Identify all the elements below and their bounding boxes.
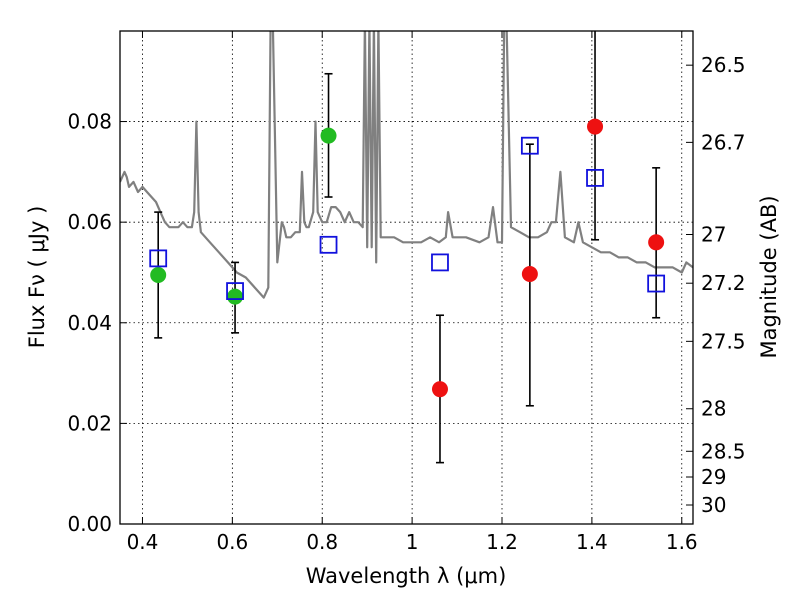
ticks-layer: 0.4 0.6 0.8 1 1.2 1.4 1.6 0.00 0.02 0.04 0.06 0.08 2…: [67, 31, 746, 554]
model-square-point: [586, 168, 604, 187]
mag-tick-label: 26.7: [701, 130, 746, 154]
spectrum-layer: [120, 31, 693, 299]
data-point: [150, 266, 167, 283]
x-tick-label: 1.4: [576, 530, 608, 554]
plot-frame: [119, 30, 694, 525]
mag-tick-label: 27: [701, 223, 726, 247]
mag-tick-label: 28.5: [701, 439, 746, 463]
mag-tick-label: 27.5: [701, 329, 746, 353]
y-axis-label: Flux Fν ( μJy ): [25, 206, 49, 349]
y-tick-label: 0.08: [67, 110, 112, 134]
mag-tick-label: 29: [701, 465, 726, 489]
x-tick-label: 1.6: [666, 530, 698, 554]
x-tick-label: 1: [406, 530, 419, 554]
x-tick-label: 0.8: [306, 530, 338, 554]
x-tick-label: 1.2: [486, 530, 518, 554]
data-point: [587, 118, 604, 135]
model-square-point: [520, 136, 539, 155]
mag-tick-label: 26.5: [701, 53, 746, 77]
x-tick-label: 0.6: [216, 530, 248, 554]
points-layer: [149, 31, 666, 464]
data-point: [648, 234, 665, 251]
data-point: [227, 288, 244, 305]
mag-tick-label: 30: [701, 493, 726, 517]
model-square-point: [149, 249, 168, 268]
model-spectrum-line: [120, 31, 693, 299]
grid-layer: [120, 31, 693, 525]
y-tick-label: 0.00: [67, 512, 112, 536]
model-square-point: [647, 274, 666, 293]
data-point: [431, 381, 448, 398]
data-point: [521, 265, 538, 282]
y2-axis-label: Magnitude (AB): [757, 195, 781, 358]
x-tick-label: 0.4: [127, 530, 159, 554]
x-axis-label: Wavelength λ (μm): [306, 564, 507, 588]
y-tick-label: 0.02: [67, 411, 112, 435]
model-square-point: [226, 282, 244, 300]
data-point: [320, 127, 337, 144]
mag-tick-label: 27.2: [701, 271, 746, 295]
model-square-point: [431, 253, 449, 272]
y-tick-label: 0.04: [67, 311, 112, 335]
model-square-point: [319, 235, 338, 254]
mag-tick-label: 28: [701, 397, 726, 421]
y-tick-label: 0.06: [67, 210, 112, 234]
